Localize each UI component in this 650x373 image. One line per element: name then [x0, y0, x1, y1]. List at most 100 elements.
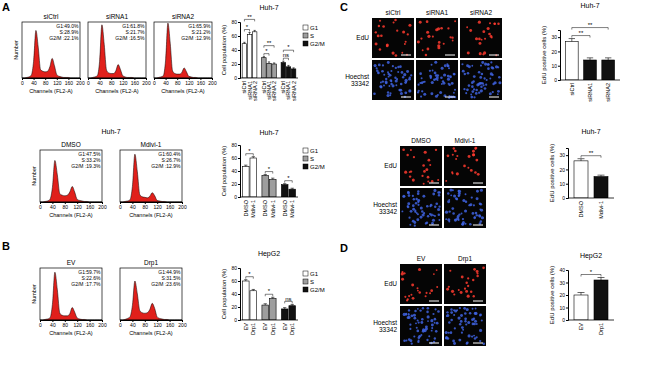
nucleus: [469, 223, 472, 226]
nucleus: [417, 84, 419, 86]
panel-title: siCtrl: [44, 13, 59, 20]
nucleus: [388, 85, 390, 87]
nucleus: [497, 90, 500, 93]
category-label: siRNA1: [587, 83, 593, 102]
nucleus: [445, 180, 447, 182]
nucleus: [469, 312, 472, 315]
nucleus: [440, 27, 443, 30]
nucleus: [380, 86, 382, 88]
nucleus: [417, 190, 419, 192]
bar: [262, 58, 267, 78]
y-axis-line: [238, 269, 241, 321]
nucleus: [431, 330, 433, 332]
nucleus: [404, 43, 406, 45]
nucleus: [435, 202, 438, 205]
tick-mark: [238, 145, 240, 146]
nucleus: [408, 309, 410, 311]
nucleus: [461, 326, 464, 329]
bar: [584, 60, 597, 80]
nucleus: [436, 286, 438, 288]
nucleus: [405, 41, 407, 43]
tick: 0: [21, 78, 24, 86]
nucleus: [409, 175, 411, 177]
nucleus: [395, 84, 397, 86]
plot-frame: [40, 268, 102, 320]
category-label: DMSO: [282, 199, 288, 216]
significance-label: **: [267, 40, 272, 46]
tick-mark: [238, 36, 240, 37]
y-axis: 020406080: [231, 19, 240, 81]
tick-label: 0: [554, 77, 557, 83]
error-bar: [244, 42, 245, 43]
column-label: siRNA1: [426, 9, 448, 16]
tick-label: 120: [185, 80, 194, 86]
tick: 160: [197, 78, 206, 86]
nucleus: [453, 73, 455, 75]
tick: 40: [231, 168, 240, 174]
chart-title: Huh-7: [581, 128, 600, 135]
tick: 80: [231, 265, 240, 271]
tick: 60: [231, 155, 240, 161]
nucleus: [427, 315, 430, 318]
nucleus: [378, 25, 380, 27]
nucleus: [427, 181, 429, 183]
nucleus: [489, 78, 491, 80]
bar: [602, 60, 615, 80]
bar-chart: 020406080DMSOMdivi-1DMSOMdivi-1DMSOMdivi…: [221, 129, 325, 218]
significance-label: *: [268, 288, 271, 294]
category-label: Drp1: [598, 323, 604, 335]
nucleus: [452, 173, 454, 175]
legend-label: G1: [310, 25, 319, 31]
nucleus: [404, 91, 407, 94]
legend-swatch: [303, 279, 308, 284]
nucleus: [426, 311, 429, 314]
x-axis: 04080120160200: [153, 78, 217, 86]
tick-mark: [566, 198, 568, 199]
nucleus: [474, 171, 477, 174]
nucleus: [432, 219, 435, 222]
significance-bracket: [244, 30, 249, 32]
nucleus: [425, 168, 428, 171]
nucleus: [448, 83, 450, 85]
tick-mark: [558, 37, 560, 38]
scale-bar: [401, 55, 411, 56]
category-label: Mdivi-1: [270, 200, 276, 218]
nucleus: [419, 82, 421, 84]
nucleus: [408, 314, 410, 316]
nucleus: [470, 169, 473, 172]
error-cap: [252, 156, 255, 157]
nucleus: [462, 329, 464, 331]
tick-label: 0: [87, 80, 90, 86]
nucleus: [438, 213, 440, 215]
nucleus: [451, 290, 454, 293]
tick-label: 10: [559, 305, 565, 311]
tick: 160: [131, 78, 140, 86]
nucleus: [437, 46, 440, 49]
nucleus: [487, 63, 489, 65]
nucleus: [480, 65, 482, 67]
tick-label: 40: [130, 322, 136, 328]
nucleus: [374, 64, 377, 67]
tick: 200: [142, 78, 151, 86]
bar: [242, 281, 249, 320]
nucleus: [450, 311, 453, 314]
nucleus: [399, 65, 402, 68]
tick-mark: [238, 197, 240, 198]
tick-mark: [558, 80, 560, 81]
plot-area: [40, 160, 102, 202]
significance-label: **: [579, 30, 584, 36]
nucleus: [464, 312, 467, 315]
nucleus: [426, 20, 429, 23]
nucleus: [437, 310, 440, 313]
error-cap: [268, 61, 270, 62]
bar: [242, 166, 249, 197]
chart-title: HepG2: [258, 250, 280, 258]
nucleus: [478, 214, 481, 217]
nucleus: [427, 48, 430, 51]
nucleus: [408, 78, 411, 81]
nucleus: [408, 194, 411, 197]
nucleus: [467, 277, 469, 279]
nucleus: [464, 317, 467, 320]
micrograph: [444, 188, 486, 228]
nucleus: [430, 75, 433, 78]
